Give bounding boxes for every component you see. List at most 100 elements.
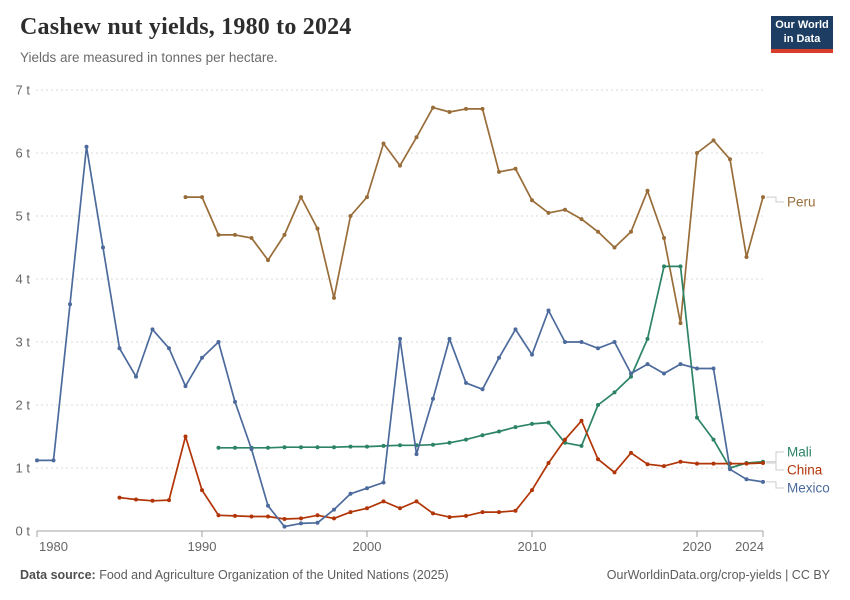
series-marker-peru: [530, 198, 534, 203]
series-marker-mexico: [117, 346, 122, 351]
label-connector: [766, 196, 784, 203]
series-marker-mali: [579, 443, 584, 448]
series-marker-china: [233, 513, 237, 518]
series-marker-peru: [249, 236, 254, 240]
series-label-mali[interactable]: Mali: [787, 445, 812, 460]
series-marker-mali: [365, 444, 369, 449]
series-marker-mali: [662, 264, 666, 269]
data-source: Data source: Food and Agriculture Organi…: [20, 568, 449, 582]
series-marker-peru: [414, 135, 419, 140]
series-marker-china: [348, 510, 353, 515]
series-marker-china: [117, 495, 122, 500]
series-marker-mexico: [35, 458, 39, 463]
series-line-peru[interactable]: [184, 106, 764, 324]
label-connector: [766, 481, 784, 489]
series-marker-mali: [497, 429, 501, 434]
y-tick-label: 0 t: [16, 524, 31, 539]
y-tick-label: 5 t: [16, 209, 31, 224]
series-marker-peru: [678, 321, 683, 326]
owid-logo[interactable]: Our World in Data: [771, 16, 833, 53]
series-marker-china: [645, 462, 650, 467]
series-marker-mali: [233, 445, 237, 450]
series-marker-china: [497, 510, 501, 515]
series-marker-china: [678, 459, 683, 464]
series-marker-peru: [480, 106, 485, 111]
series-marker-mexico: [299, 521, 303, 526]
series-marker-china: [183, 434, 188, 439]
series-marker-peru: [233, 232, 237, 237]
x-tick-label: 2024: [735, 539, 764, 554]
series-marker-mali: [332, 445, 336, 450]
series-marker-peru: [629, 229, 633, 234]
series-marker-china: [266, 514, 270, 519]
series-marker-mali: [315, 445, 320, 450]
series-label-china[interactable]: China: [787, 463, 823, 478]
series-marker-peru: [332, 295, 336, 300]
series-marker-peru: [266, 258, 270, 263]
series-marker-peru: [464, 106, 468, 111]
series-line-china[interactable]: [118, 419, 764, 520]
series-marker-peru: [612, 245, 617, 250]
series-marker-china: [662, 464, 666, 469]
data-source-label: Data source:: [20, 568, 96, 582]
owid-logo-line1: Our World: [775, 19, 829, 31]
y-tick-label: 4 t: [16, 272, 31, 287]
series-marker-mexico: [150, 327, 155, 332]
credit-link[interactable]: OurWorldinData.org/crop-yields | CC BY: [606, 568, 830, 582]
series-marker-peru: [299, 195, 303, 200]
x-tick-label: 1980: [39, 539, 68, 554]
series-marker-mexico: [216, 340, 221, 344]
series-marker-mexico: [365, 486, 369, 491]
series-marker-mali: [348, 444, 353, 449]
series-marker-mexico: [563, 340, 567, 344]
series-marker-china: [695, 461, 699, 466]
series-marker-china: [513, 508, 518, 513]
series-marker-mali: [381, 443, 386, 448]
series-marker-mexico: [678, 362, 683, 367]
series-marker-mali: [398, 443, 402, 448]
series-marker-china: [381, 499, 386, 504]
series-marker-peru: [497, 169, 501, 174]
series-marker-mexico: [315, 520, 320, 525]
series-marker-mexico: [348, 491, 353, 496]
x-tick-label: 2000: [353, 539, 382, 554]
series-label-peru[interactable]: Peru: [787, 195, 816, 210]
series-marker-mexico: [546, 308, 551, 313]
series-marker-mexico: [332, 507, 336, 512]
series-marker-china: [398, 506, 402, 511]
series-marker-china: [332, 516, 336, 521]
series-marker-peru: [579, 217, 584, 222]
series-marker-mexico: [695, 366, 699, 371]
series-marker-mexico: [282, 524, 287, 529]
x-tick-label: 2020: [683, 539, 712, 554]
series-marker-mexico: [431, 396, 435, 401]
series-marker-mexico: [200, 355, 204, 360]
series-label-mexico[interactable]: Mexico: [787, 481, 830, 496]
series-line-mexico[interactable]: [36, 145, 764, 528]
series-marker-china: [480, 510, 485, 515]
series-marker-mali: [596, 403, 600, 407]
series-marker-mexico: [249, 447, 254, 452]
series-marker-peru: [744, 255, 749, 259]
series-marker-china: [150, 498, 155, 503]
series-marker-peru: [761, 195, 765, 200]
series-line-mali[interactable]: [217, 265, 764, 469]
series-marker-peru: [216, 232, 221, 237]
series-marker-peru: [645, 188, 650, 193]
series-marker-peru: [662, 236, 666, 240]
series-marker-mexico: [134, 374, 138, 379]
series-marker-china: [134, 497, 138, 502]
series-marker-mali: [447, 440, 452, 445]
series-marker-mali: [266, 445, 270, 450]
series-marker-mexico: [51, 458, 56, 463]
series-marker-mexico: [497, 355, 501, 360]
series-marker-china: [563, 437, 567, 442]
series-marker-china: [282, 517, 287, 521]
series-marker-mexico: [513, 327, 518, 332]
series-marker-peru: [695, 151, 699, 155]
series-marker-peru: [398, 163, 402, 168]
series-marker-mexico: [101, 245, 105, 250]
page-title: Cashew nut yields, 1980 to 2024: [20, 14, 352, 40]
series-marker-peru: [183, 195, 188, 200]
